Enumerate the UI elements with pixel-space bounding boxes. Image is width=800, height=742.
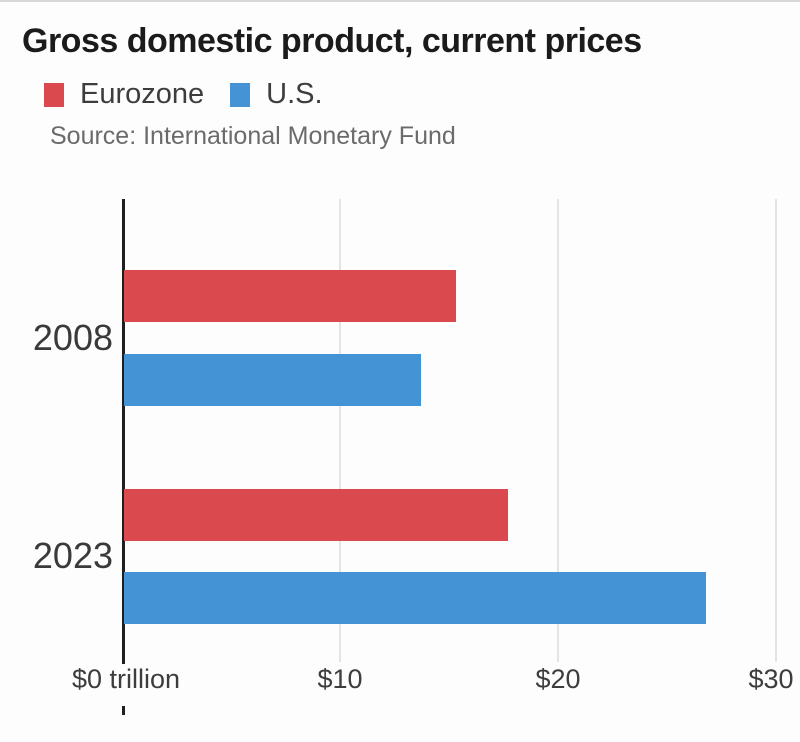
legend-item-us: U.S. — [230, 78, 323, 111]
chart-legend: Eurozone U.S. — [44, 78, 349, 111]
eurozone-swatch-icon — [44, 82, 64, 107]
us-swatch-icon — [230, 82, 251, 107]
source-attribution: Source: International Monetary Fund — [50, 122, 456, 150]
legend-item-eurozone: Eurozone — [44, 78, 204, 111]
category-label-2008: 2008 — [32, 317, 113, 358]
gridline-10 — [339, 199, 341, 662]
chart-title: Gross domestic product, current prices — [22, 22, 642, 60]
x-tick-label-10: $10 — [317, 664, 363, 694]
gridline-20 — [557, 199, 559, 662]
legend-label-eurozone: Eurozone — [80, 78, 205, 110]
bar-2008-us — [124, 354, 421, 406]
x-tick-label-0: $0 trillion — [72, 664, 181, 694]
x-axis-zero-tick — [122, 706, 125, 715]
x-tick-label-30: $30 — [748, 664, 794, 694]
legend-label-us: U.S. — [266, 78, 323, 110]
x-tick-label-20: $20 — [535, 664, 581, 694]
bar-2023-eurozone — [124, 489, 508, 541]
bar-2023-us — [124, 572, 706, 624]
bar-2008-eurozone — [124, 270, 456, 322]
category-label-2023: 2023 — [32, 535, 113, 576]
y-axis-line — [122, 199, 125, 664]
gridline-30 — [775, 199, 777, 662]
